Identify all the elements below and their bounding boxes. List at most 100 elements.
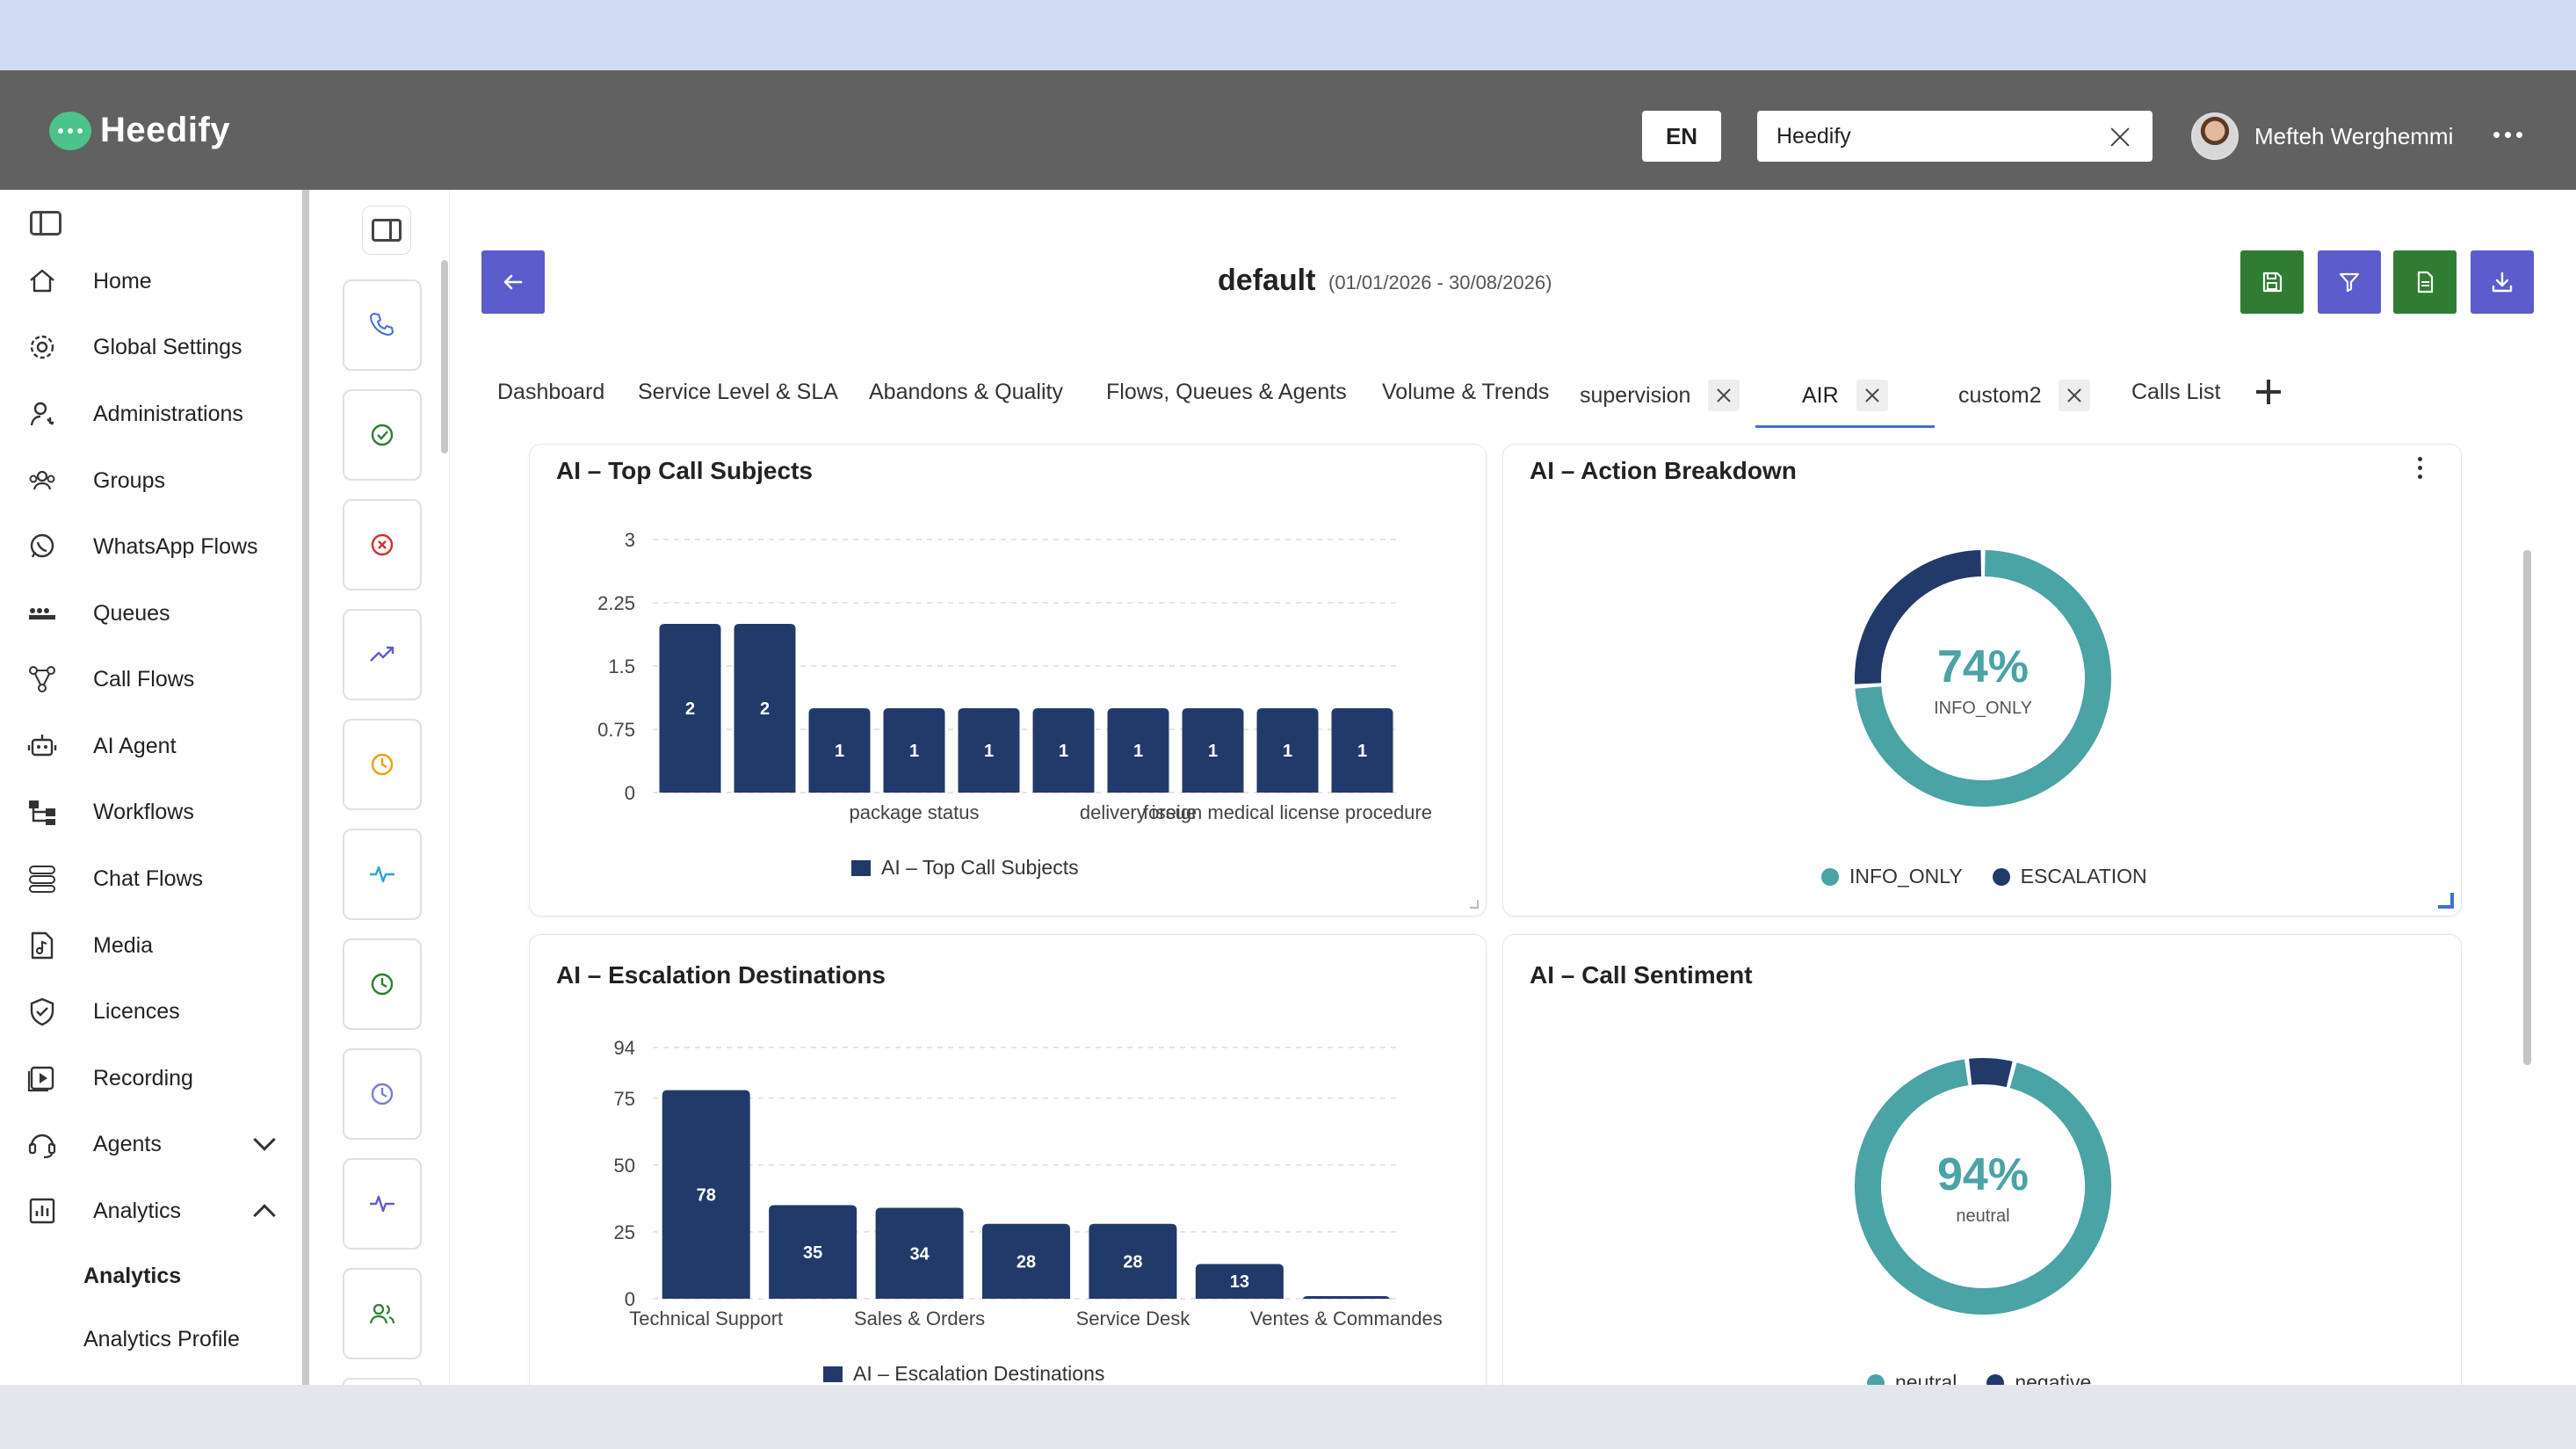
widget-x-circle-button[interactable] — [343, 499, 422, 590]
sidebar-item-media[interactable]: Media — [26, 930, 153, 961]
donut-center-value: 94% — [1937, 1149, 2029, 1200]
close-icon[interactable] — [2059, 380, 2091, 411]
sidebar-item-call-flows[interactable]: Call Flows — [26, 663, 194, 695]
tab-dashboard[interactable]: Dashboard — [497, 380, 604, 405]
tab-flows-queues-agents[interactable]: Flows, Queues & Agents — [1106, 380, 1347, 405]
widget-phone-button[interactable] — [343, 279, 422, 371]
tab-supervision[interactable]: supervision — [1580, 380, 1740, 411]
tenant-field[interactable] — [1757, 111, 2153, 162]
legend-label: INFO_ONLY — [1849, 865, 1963, 888]
sidebar-subitem-analytics-profile[interactable]: Analytics Profile — [83, 1327, 240, 1351]
sidebar-item-label: Recording — [93, 1065, 193, 1090]
sidebar-item-recording[interactable]: Recording — [26, 1062, 193, 1094]
donut-center-label: INFO_ONLY — [1934, 699, 2032, 718]
save-button[interactable] — [2240, 250, 2304, 314]
sidebar-toggle-icon[interactable] — [30, 211, 62, 235]
chart-legend[interactable]: AI – Top Call Subjects — [851, 856, 1079, 880]
close-icon[interactable] — [2107, 123, 2133, 149]
widget-activity-button[interactable] — [343, 1158, 422, 1250]
tab-label: Abandons & Quality — [869, 380, 1063, 404]
user-menu[interactable]: Mefteh Werghemmi — [2191, 112, 2453, 160]
sidebar-item-label: Global Settings — [93, 334, 242, 359]
add-tab-icon[interactable] — [2256, 380, 2281, 404]
sidebar-item-label: AI Agent — [93, 733, 177, 758]
tab-label: Volume & Trends — [1382, 380, 1550, 404]
chat-flows-icon — [26, 863, 58, 895]
more-icon[interactable] — [2493, 132, 2522, 138]
save-icon — [2262, 272, 2283, 293]
filter-button[interactable] — [2318, 250, 2381, 314]
tab-custom2[interactable]: custom2 — [1958, 380, 2091, 411]
close-icon[interactable] — [1708, 380, 1740, 411]
widget-check-circle-button[interactable] — [343, 389, 422, 481]
robot-icon — [26, 730, 58, 762]
bar — [808, 708, 871, 793]
recording-icon — [26, 1062, 58, 1094]
widget-users-button[interactable] — [343, 1268, 422, 1359]
export-document-button[interactable] — [2393, 250, 2457, 314]
workflows-icon — [26, 796, 58, 828]
legend-swatch — [1992, 867, 2010, 886]
heedify-logo[interactable]: Heedify — [49, 111, 230, 150]
card-title: AI – Call Sentiment — [1530, 961, 1753, 989]
widget-trending-up-button[interactable] — [343, 609, 422, 700]
sidebar-item-whatsapp-flows[interactable]: WhatsApp Flows — [26, 531, 258, 562]
sidebar-item-global-settings[interactable]: Global Settings — [26, 331, 242, 363]
download-icon — [2492, 272, 2513, 293]
app-header: Heedify EN Mefteh Werghemmi — [0, 70, 2576, 190]
tab-volume-trends[interactable]: Volume & Trends — [1382, 380, 1549, 405]
chart-legend[interactable]: AI – Escalation Destinations — [823, 1362, 1104, 1386]
download-button[interactable] — [2471, 250, 2534, 314]
widget-more-button[interactable] — [343, 1378, 422, 1385]
sidebar-item-label: Queues — [93, 600, 170, 626]
legend-label: ESCALATION — [2020, 865, 2147, 888]
chart-legend[interactable]: INFO_ONLY ESCALATION — [1821, 865, 2147, 888]
bar — [1032, 708, 1095, 793]
sidebar-item-label: Licences — [93, 998, 180, 1024]
sidebar-item-agents[interactable]: Agents — [26, 1128, 162, 1160]
data-label: 1 — [1208, 742, 1218, 761]
sidebar-item-queues[interactable]: Queues — [26, 598, 170, 629]
sidebar-item-ai-agent[interactable]: AI Agent — [26, 730, 177, 762]
sidebar-item-home[interactable]: Home — [26, 265, 152, 297]
x-tick-label: foreign medical license procedure — [1143, 801, 1432, 823]
x-circle-icon — [371, 533, 394, 556]
donut-center-value: 74% — [1937, 641, 2029, 692]
resize-handle[interactable] — [1470, 900, 1479, 909]
tab-air[interactable]: AIR — [1802, 380, 1888, 411]
sidebar-subitem-analytics[interactable]: Analytics — [83, 1264, 182, 1288]
sidebar-item-analytics[interactable]: Analytics — [26, 1195, 181, 1227]
data-label: 35 — [803, 1243, 822, 1263]
y-tick-label: 0 — [625, 782, 635, 804]
sidebar-item-administrations[interactable]: Administrations — [26, 398, 243, 430]
donut-center-label: neutral — [1956, 1206, 2009, 1226]
tenant-input[interactable] — [1776, 123, 2107, 149]
widget-clock-purple-button[interactable] — [343, 1048, 422, 1140]
bar — [1089, 1223, 1177, 1299]
sidebar-item-chat-flows[interactable]: Chat Flows — [26, 863, 203, 895]
browser-top-strip — [0, 0, 2576, 70]
tab-calls-list[interactable]: Calls List — [2131, 380, 2220, 405]
card-menu-icon[interactable] — [2418, 457, 2422, 479]
tab-abandons-quality[interactable]: Abandons & Quality — [869, 380, 1063, 405]
widget-pulse-button[interactable] — [343, 829, 422, 920]
slice-escalation — [1855, 550, 1982, 685]
y-tick-label: 0 — [625, 1288, 635, 1310]
language-button[interactable]: EN — [1642, 111, 1721, 162]
sidebar-item-groups[interactable]: Groups — [26, 465, 165, 496]
card-top-call-subjects: AI – Top Call Subjects 0 0.75 1.5 2.25 3 2 2 1 1… — [529, 444, 1487, 916]
close-icon[interactable] — [1856, 380, 1888, 411]
y-tick-label: 0.75 — [597, 719, 635, 741]
admin-user-icon — [26, 398, 58, 430]
content-scrollbar[interactable] — [2523, 550, 2531, 1065]
panel-toggle-icon[interactable] — [362, 206, 411, 255]
back-button[interactable] — [481, 250, 545, 314]
rail-scrollbar[interactable] — [441, 260, 448, 453]
sidebar-scrollbar[interactable] — [302, 190, 309, 1385]
resize-handle[interactable] — [2438, 893, 2454, 909]
sidebar-item-workflows[interactable]: Workflows — [26, 796, 194, 828]
widget-clock-orange-button[interactable] — [343, 719, 422, 810]
tab-service-level-sla[interactable]: Service Level & SLA — [638, 380, 838, 405]
widget-clock-green-button[interactable] — [343, 938, 422, 1030]
sidebar-item-licences[interactable]: Licences — [26, 996, 180, 1027]
